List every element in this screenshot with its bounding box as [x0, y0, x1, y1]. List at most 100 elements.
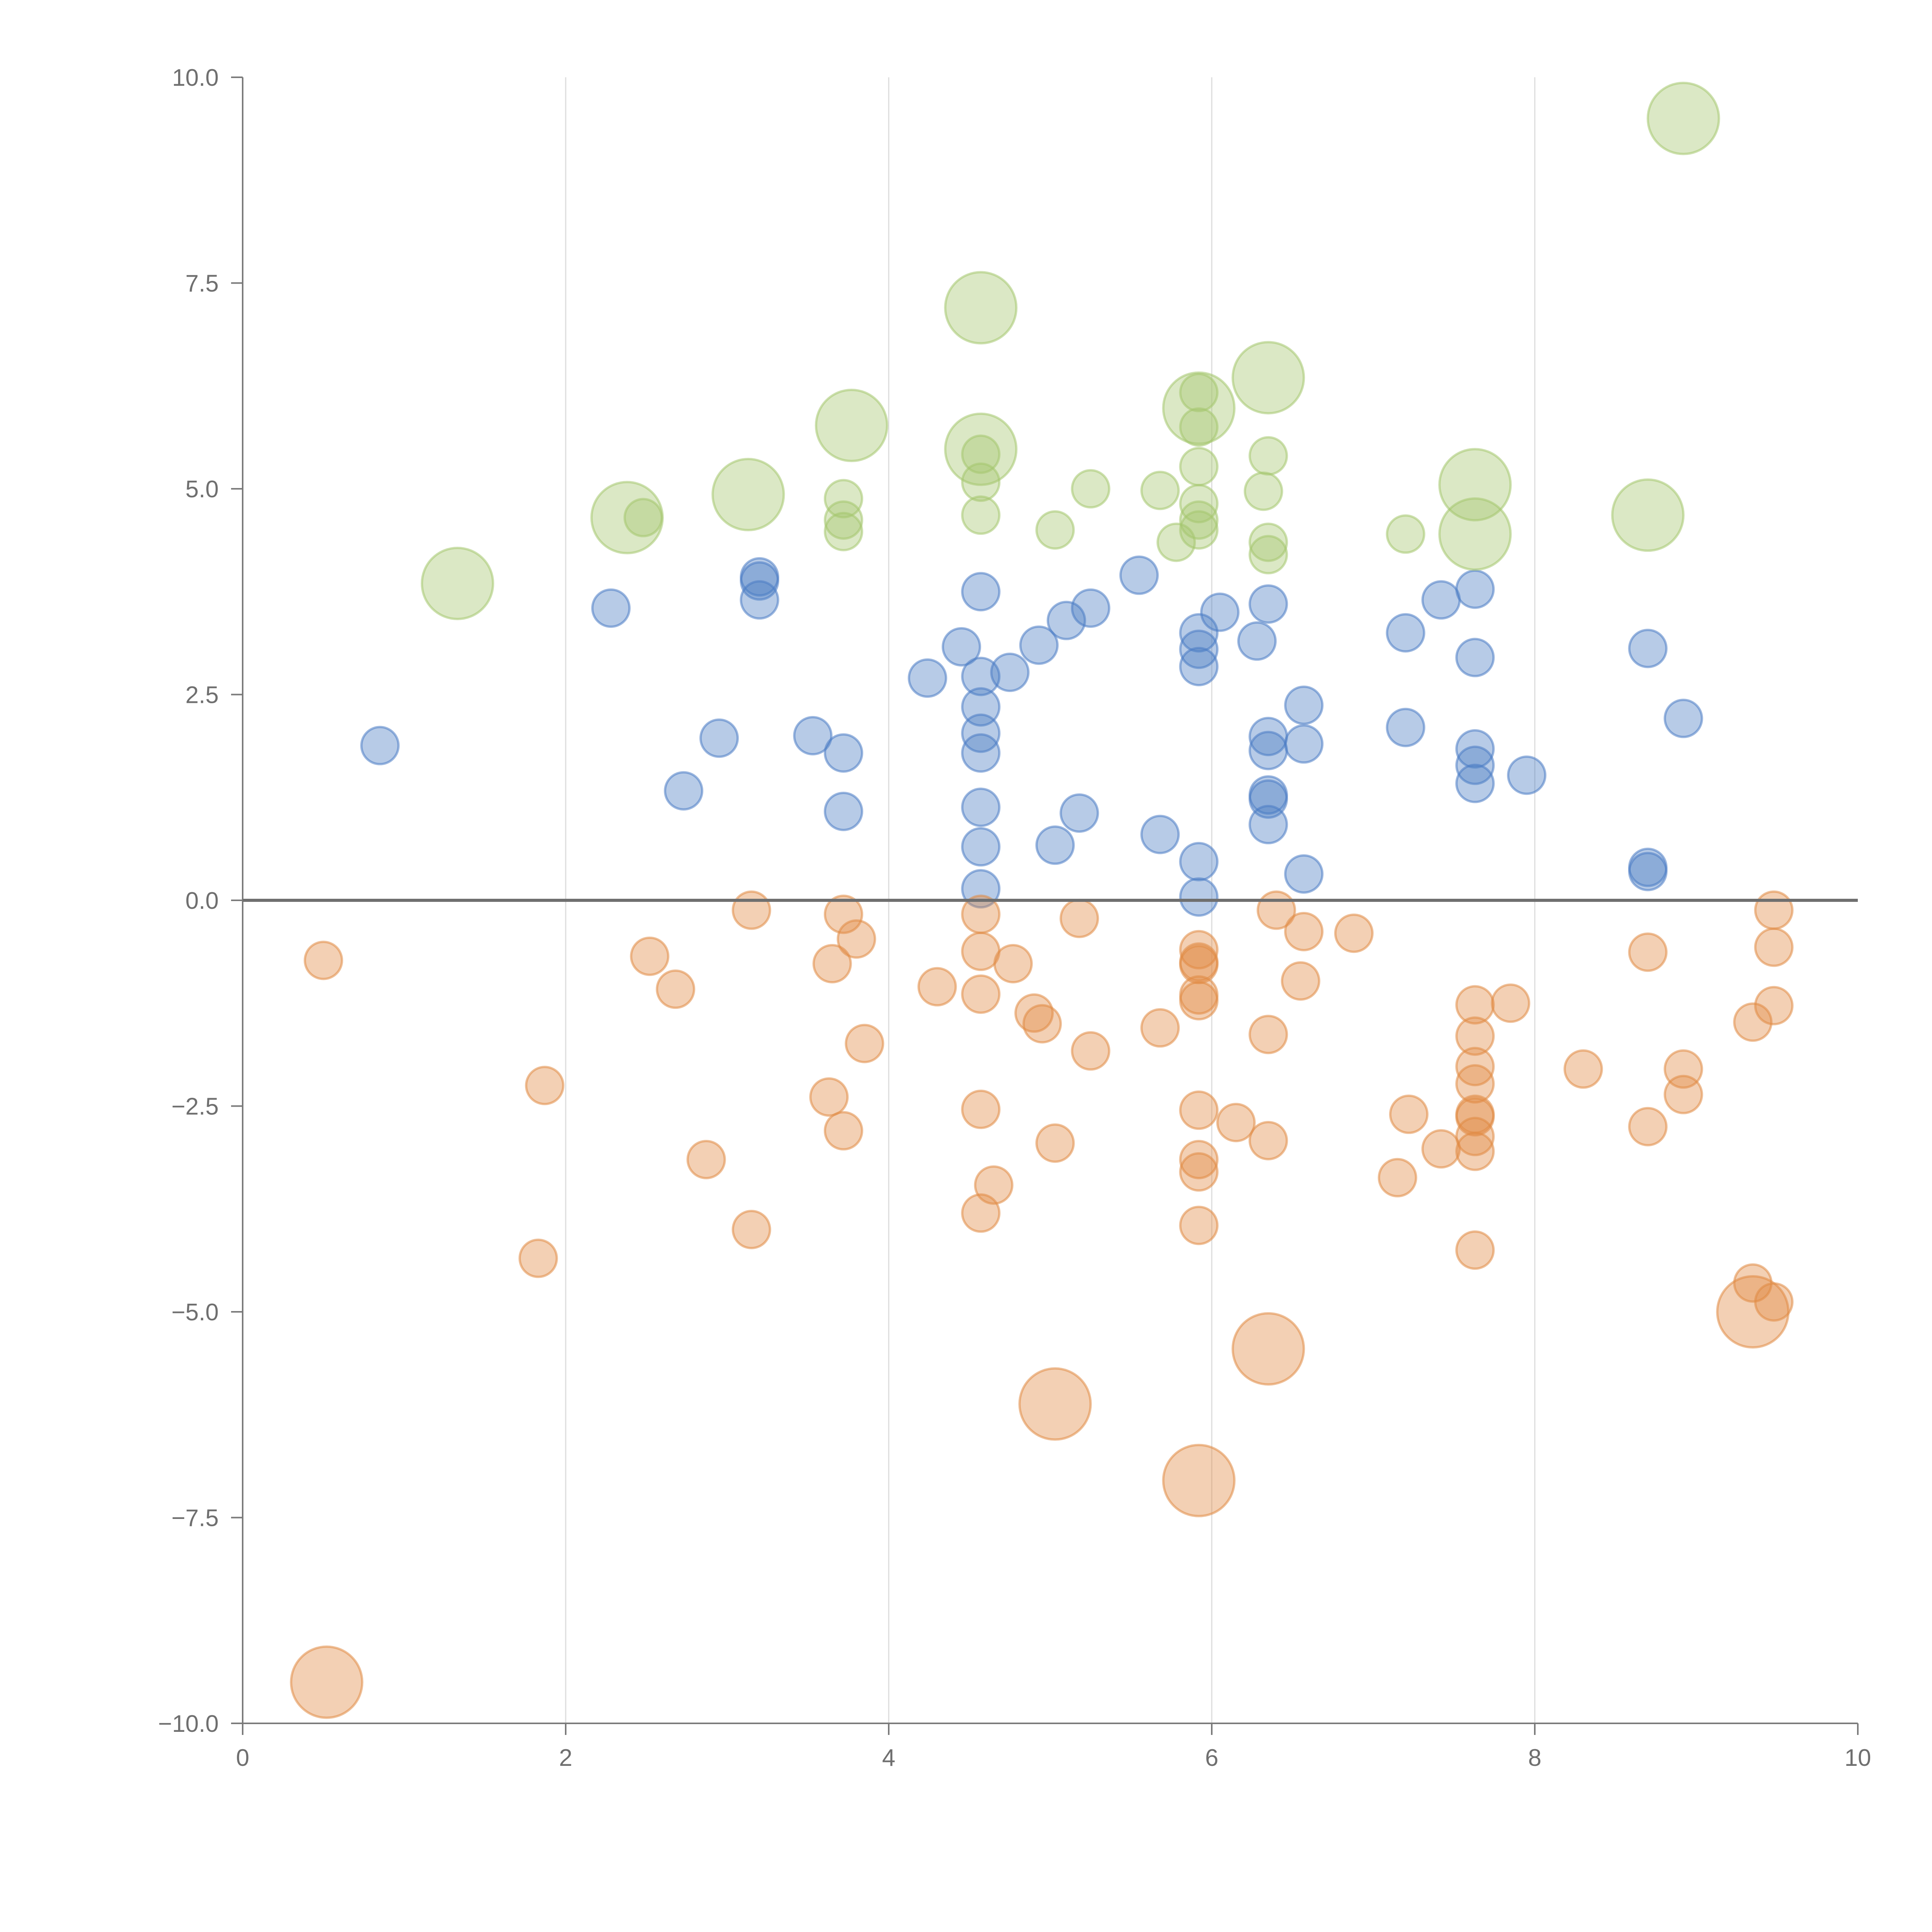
orange-bubble: [1231, 1312, 1305, 1386]
green-bubble: [1248, 522, 1288, 562]
blue-bubble: [1663, 699, 1703, 738]
y-tick-label: 2.5: [185, 682, 219, 709]
green-bubble: [1179, 372, 1219, 412]
green-bubble: [1140, 471, 1180, 510]
orange-bubble: [1216, 1103, 1256, 1143]
blue-bubble: [823, 791, 863, 831]
orange-bubble: [731, 1210, 771, 1249]
green-bubble: [1179, 447, 1219, 486]
blue-bubble: [961, 572, 1001, 612]
blue-bubble: [1046, 600, 1086, 640]
green-bubble: [1386, 514, 1425, 554]
green-bubble: [1035, 510, 1075, 550]
green-bubble: [1231, 341, 1305, 415]
orange-bubble: [1162, 1444, 1236, 1517]
green-bubble: [420, 546, 494, 620]
orange-bubble: [1179, 1206, 1219, 1245]
blue-bubble: [1071, 588, 1111, 628]
orange-bubble: [1248, 1015, 1288, 1054]
orange-bubble: [1754, 986, 1794, 1026]
orange-bubble: [518, 1238, 558, 1278]
orange-bubble: [809, 1077, 849, 1117]
blue-bubble: [990, 652, 1030, 692]
orange-bubble: [1628, 932, 1668, 972]
points-layer: [290, 82, 1794, 1719]
blue-bubble: [1248, 805, 1288, 845]
blue-bubble: [1507, 755, 1547, 795]
x-tick-label: 8: [1528, 1745, 1541, 1771]
blue-bubble: [1455, 729, 1495, 769]
blue-bubble: [1119, 555, 1159, 595]
green-bubble: [944, 271, 1018, 345]
blue-bubble: [961, 713, 1001, 753]
x-tick-label: 2: [559, 1745, 572, 1771]
orange-bubble: [1455, 1230, 1495, 1270]
green-bubble: [1646, 82, 1720, 155]
y-tick-label: −5.0: [172, 1299, 219, 1326]
orange-bubble: [1733, 1002, 1773, 1042]
y-tick-label: −10.0: [158, 1711, 219, 1737]
blue-bubble: [699, 718, 739, 758]
orange-bubble: [1455, 1016, 1495, 1056]
orange-bubble: [823, 895, 863, 934]
orange-bubble: [1179, 930, 1219, 969]
orange-bubble: [1378, 1158, 1417, 1197]
blue-bubble: [908, 658, 947, 698]
orange-bubble: [1035, 1123, 1075, 1163]
blue-bubble: [1140, 815, 1180, 854]
orange-bubble: [525, 1066, 565, 1105]
orange-bubble: [1455, 1047, 1495, 1087]
green-bubble: [1438, 497, 1512, 571]
orange-bubble: [1389, 1094, 1429, 1134]
blue-bubble: [360, 726, 400, 765]
orange-bubble: [290, 1645, 364, 1719]
blue-bubble: [1179, 629, 1219, 669]
blue-bubble: [664, 771, 704, 811]
blue-bubble: [1421, 580, 1461, 620]
y-tick-label: 7.5: [185, 270, 219, 297]
y-tick-label: −7.5: [172, 1505, 219, 1532]
blue-bubble: [1455, 764, 1495, 803]
orange-bubble: [1663, 1075, 1703, 1114]
x-tick-label: 0: [236, 1745, 249, 1771]
blue-bubble: [1455, 569, 1495, 609]
green-bubble: [944, 412, 1018, 486]
orange-bubble: [1754, 890, 1794, 930]
orange-bubble: [1022, 1004, 1062, 1044]
orange-bubble: [1455, 1117, 1495, 1156]
blue-bubble: [1248, 731, 1288, 770]
green-bubble: [711, 457, 785, 531]
y-tick-label: 0.0: [185, 888, 219, 914]
orange-bubble: [1284, 912, 1324, 951]
green-bubble: [1248, 436, 1288, 476]
green-bubble: [823, 479, 863, 519]
orange-bubble: [823, 1111, 863, 1151]
orange-bubble: [1248, 1121, 1288, 1160]
blue-bubble: [1628, 852, 1668, 891]
orange-bubble: [1491, 983, 1531, 1023]
orange-bubble: [1334, 913, 1374, 953]
y-tick-label: 5.0: [185, 476, 219, 503]
orange-bubble: [812, 944, 852, 984]
green-bubble: [1611, 478, 1685, 552]
blue-bubble: [1019, 625, 1059, 665]
y-tick-label: 10.0: [172, 65, 219, 91]
orange-bubble: [731, 890, 771, 930]
orange-bubble: [1179, 1139, 1219, 1179]
orange-bubble: [1071, 1031, 1111, 1071]
orange-bubble: [961, 974, 1001, 1014]
blue-bubble: [1284, 685, 1324, 725]
blue-bubble: [1179, 613, 1219, 653]
green-bubble: [823, 512, 863, 551]
x-tick-label: 6: [1205, 1745, 1218, 1771]
blue-bubble: [942, 627, 981, 667]
orange-bubble: [1179, 981, 1219, 1020]
orange-bubble: [1455, 1064, 1495, 1104]
orange-bubble: [686, 1139, 726, 1179]
orange-bubble: [1179, 1090, 1219, 1130]
x-tick-label: 4: [882, 1745, 895, 1771]
green-bubble: [961, 434, 1001, 474]
blue-bubble: [1035, 825, 1075, 865]
orange-bubble: [1179, 1152, 1219, 1192]
